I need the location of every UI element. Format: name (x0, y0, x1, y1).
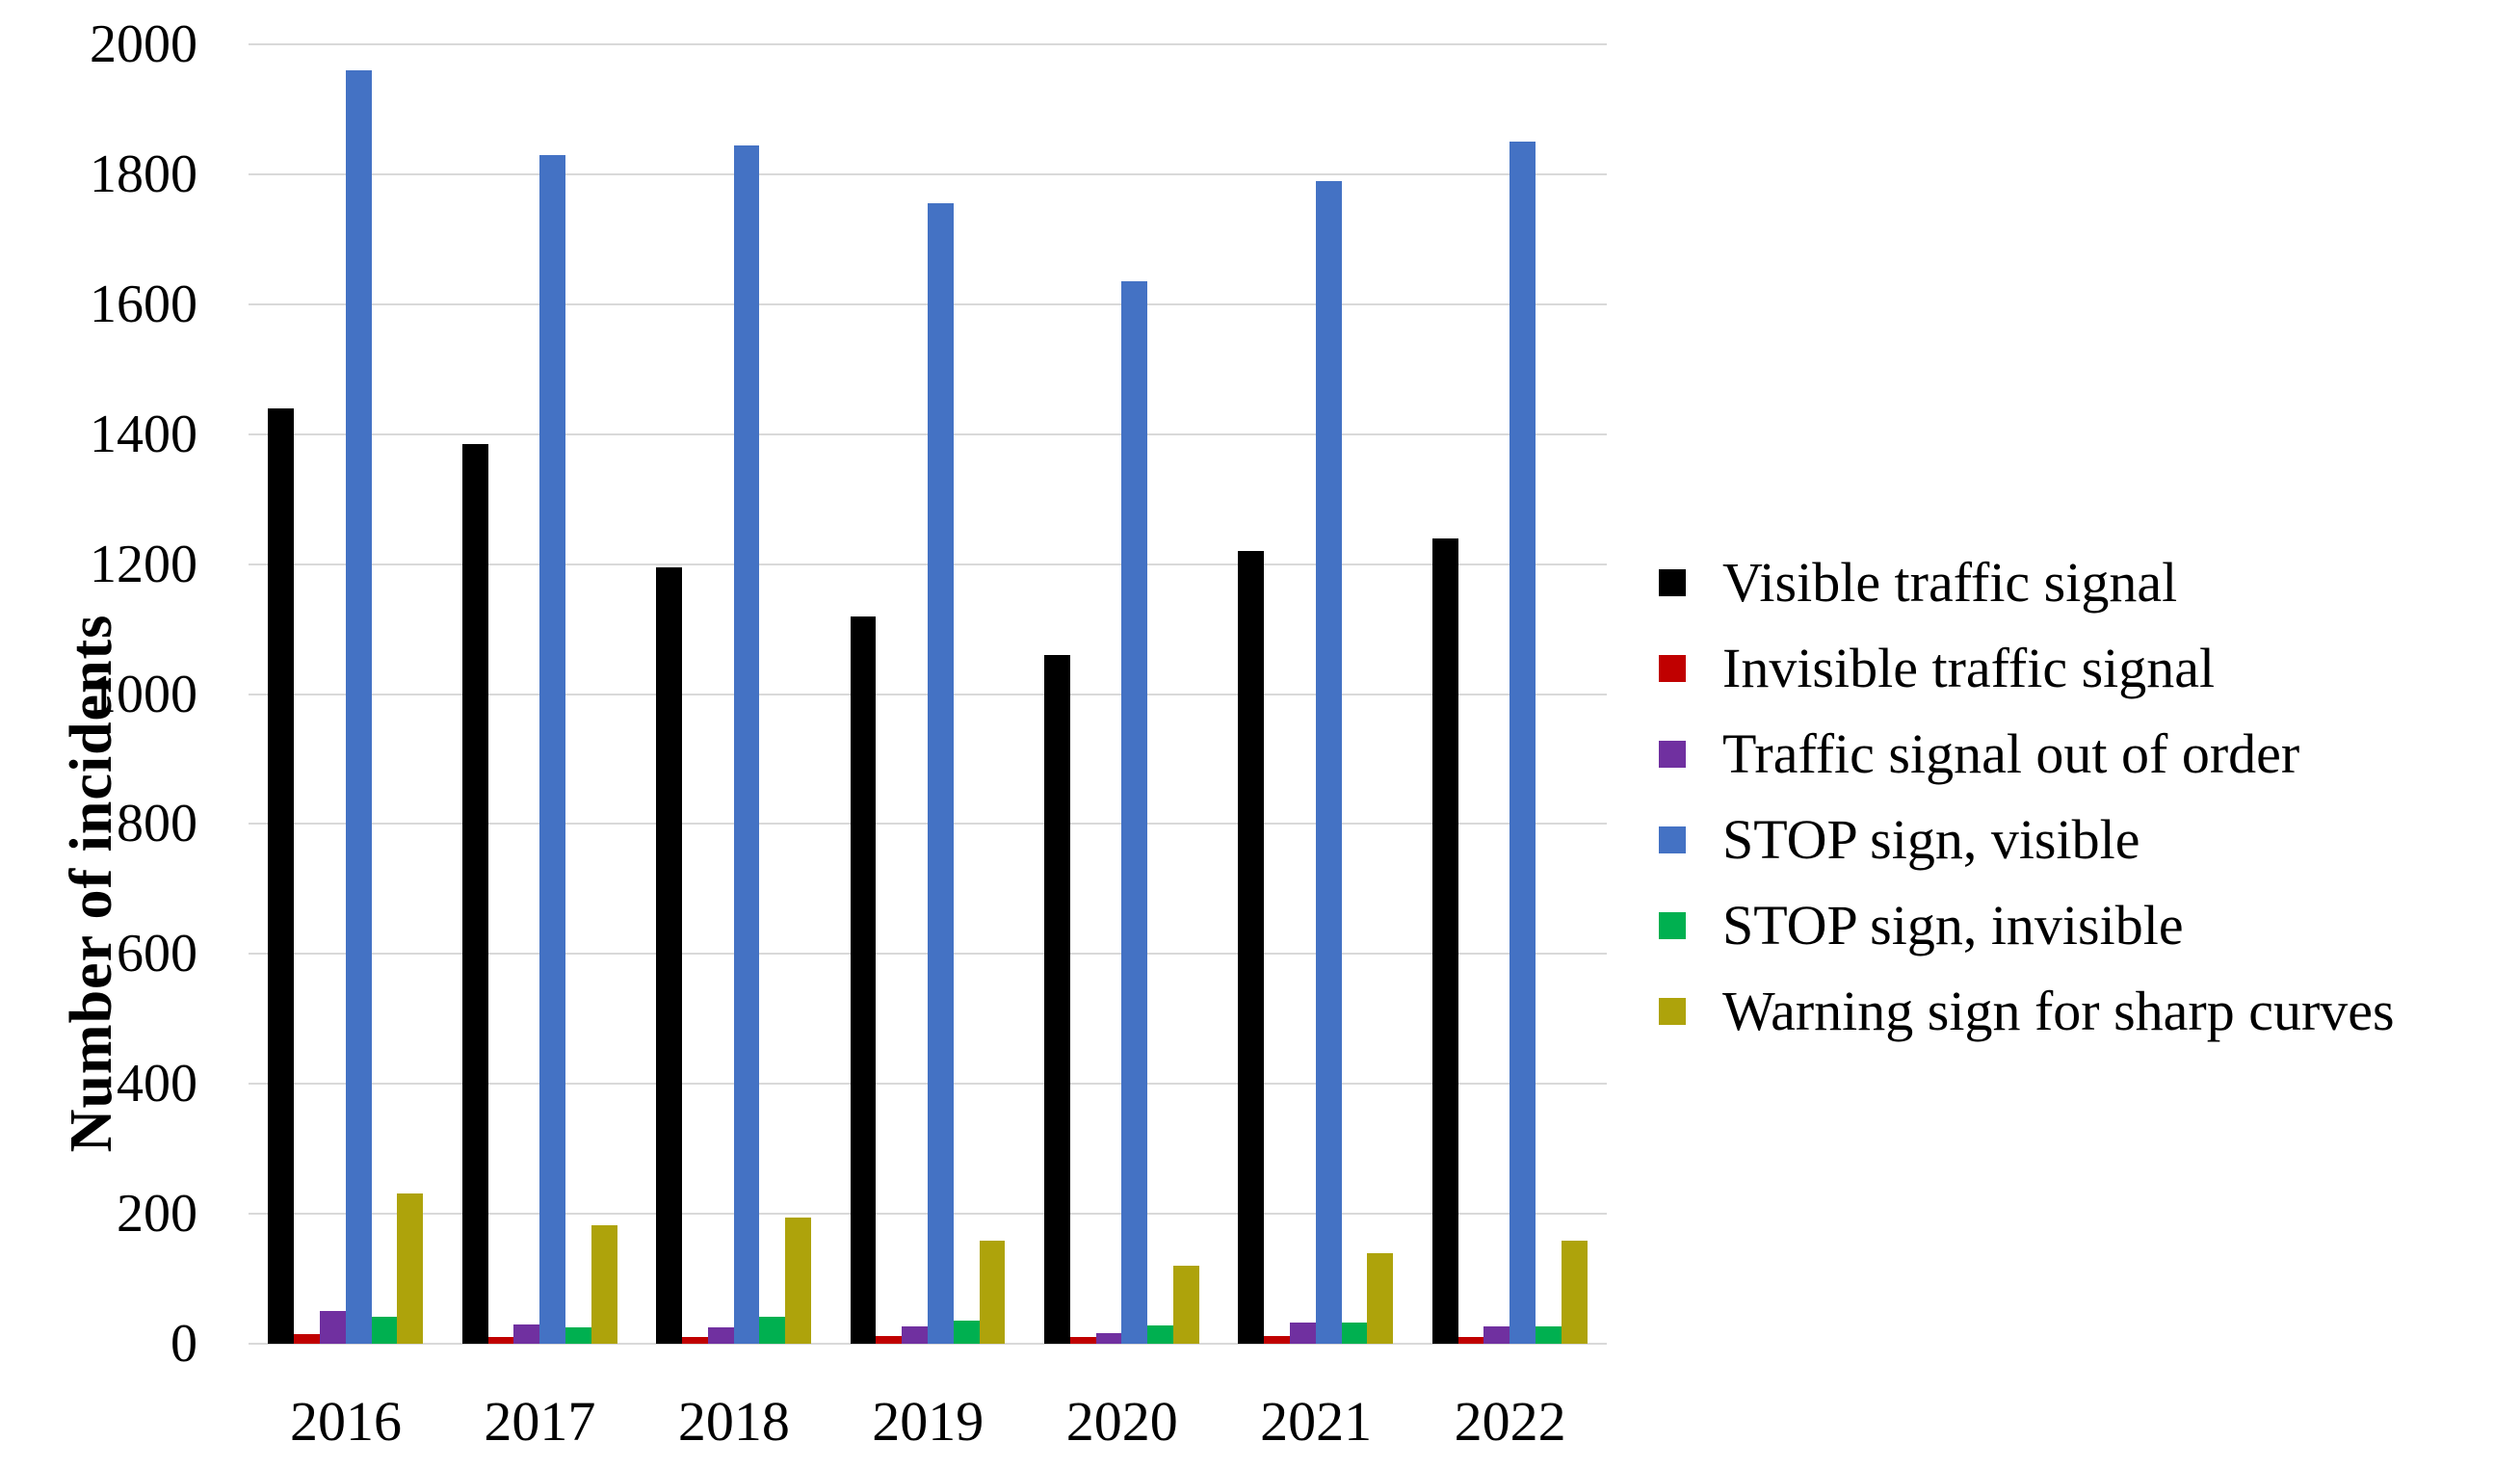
legend-item: Invisible traffic signal (1659, 625, 2395, 711)
x-axis-tick-label: 2017 (484, 1390, 596, 1453)
legend-swatch-icon (1659, 568, 1686, 596)
bar-2020-series-4 (1147, 1325, 1174, 1344)
legend-item: Visible traffic signal (1659, 539, 2395, 625)
bar-2020-series-5 (1173, 1266, 1199, 1344)
x-axis-tick-label: 2016 (290, 1390, 402, 1453)
legend-item: STOP sign, invisible (1659, 882, 2395, 968)
gridline (249, 172, 1607, 175)
bar-2021-series-2 (1290, 1323, 1316, 1344)
legend-item: Traffic signal out of order (1659, 711, 2395, 797)
x-axis-tick-label: 2022 (1454, 1390, 1566, 1453)
bar-2020-series-0 (1044, 655, 1070, 1344)
y-axis-tick-label: 800 (117, 794, 197, 854)
y-axis-tick-label: 0 (171, 1314, 197, 1374)
bar-2019-series-1 (876, 1335, 903, 1344)
legend-swatch-icon (1659, 911, 1686, 939)
bar-2022-series-2 (1483, 1326, 1510, 1344)
bar-2016-series-1 (294, 1333, 320, 1344)
gridline (249, 1343, 1607, 1345)
legend-item: Warning sign for sharp curves (1659, 968, 2395, 1054)
bar-2021-series-3 (1315, 180, 1342, 1344)
bar-2019-series-3 (928, 203, 954, 1344)
bar-2016-series-2 (319, 1311, 346, 1344)
bar-2021-series-5 (1367, 1252, 1394, 1344)
plot-area (249, 43, 1607, 1345)
bar-2018-series-3 (733, 144, 760, 1344)
bar-2018-series-2 (707, 1327, 734, 1344)
bar-2017-series-0 (461, 443, 488, 1344)
y-axis-tick-label: 200 (117, 1184, 197, 1245)
y-axis-tick-label: 1600 (90, 274, 197, 334)
bar-2017-series-3 (539, 154, 565, 1344)
bar-2022-series-1 (1457, 1336, 1484, 1344)
bar-2016-series-4 (371, 1316, 398, 1344)
bar-2022-series-3 (1509, 142, 1536, 1344)
legend-label: Traffic signal out of order (1722, 722, 2300, 785)
bar-2016-series-3 (345, 69, 372, 1344)
y-axis-tick-label: 1200 (90, 534, 197, 594)
legend-label: STOP sign, invisible (1722, 894, 2184, 957)
bar-2019-series-2 (902, 1325, 928, 1344)
bar-2021-series-1 (1264, 1335, 1291, 1344)
bar-2017-series-5 (591, 1225, 617, 1344)
bar-2021-series-0 (1238, 551, 1265, 1344)
legend-swatch-icon (1659, 740, 1686, 768)
legend-swatch-icon (1659, 654, 1686, 682)
x-axis-tick-label: 2021 (1260, 1390, 1373, 1453)
bar-2018-series-4 (759, 1317, 786, 1344)
y-axis-tick-label: 600 (117, 924, 197, 984)
bar-2022-series-5 (1561, 1241, 1588, 1344)
x-axis-tick-label: 2020 (1065, 1390, 1178, 1453)
legend-label: Invisible traffic signal (1722, 637, 2216, 699)
y-axis-tick-label: 2000 (90, 14, 197, 74)
y-axis-tick-label: 1800 (90, 144, 197, 204)
bar-2019-series-5 (979, 1241, 1006, 1344)
bar-2016-series-0 (268, 407, 295, 1344)
bar-2021-series-4 (1341, 1323, 1368, 1344)
bar-2020-series-1 (1069, 1336, 1096, 1344)
bar-2020-series-2 (1095, 1332, 1122, 1344)
legend: Visible traffic signal Invisible traffic … (1659, 539, 2395, 1054)
legend-label: Visible traffic signal (1722, 551, 2178, 614)
legend-label: Warning sign for sharp curves (1722, 980, 2395, 1042)
bar-2020-series-3 (1121, 281, 1148, 1344)
bar-2022-series-4 (1536, 1325, 1562, 1344)
bar-2016-series-5 (397, 1193, 424, 1344)
bar-2018-series-5 (785, 1218, 811, 1344)
y-axis-tick-label: 1000 (90, 664, 197, 724)
legend-item: STOP sign, visible (1659, 797, 2395, 882)
bar-2017-series-4 (564, 1327, 591, 1344)
y-axis-tick-label: 400 (117, 1054, 197, 1114)
legend-swatch-icon (1659, 826, 1686, 853)
bar-2017-series-1 (487, 1336, 514, 1344)
bar-2018-series-0 (656, 566, 682, 1344)
x-axis-tick-label: 2018 (677, 1390, 790, 1453)
legend-swatch-icon (1659, 997, 1686, 1025)
bar-2019-series-4 (953, 1320, 980, 1344)
gridline (249, 43, 1607, 45)
bar-2017-series-2 (513, 1324, 540, 1344)
y-axis-tick-label: 1400 (90, 404, 197, 464)
x-axis-tick-label: 2019 (872, 1390, 984, 1453)
bar-2019-series-0 (850, 616, 877, 1344)
bar-2018-series-1 (681, 1337, 708, 1344)
bar-2022-series-0 (1431, 537, 1458, 1344)
legend-label: STOP sign, visible (1722, 808, 2140, 871)
